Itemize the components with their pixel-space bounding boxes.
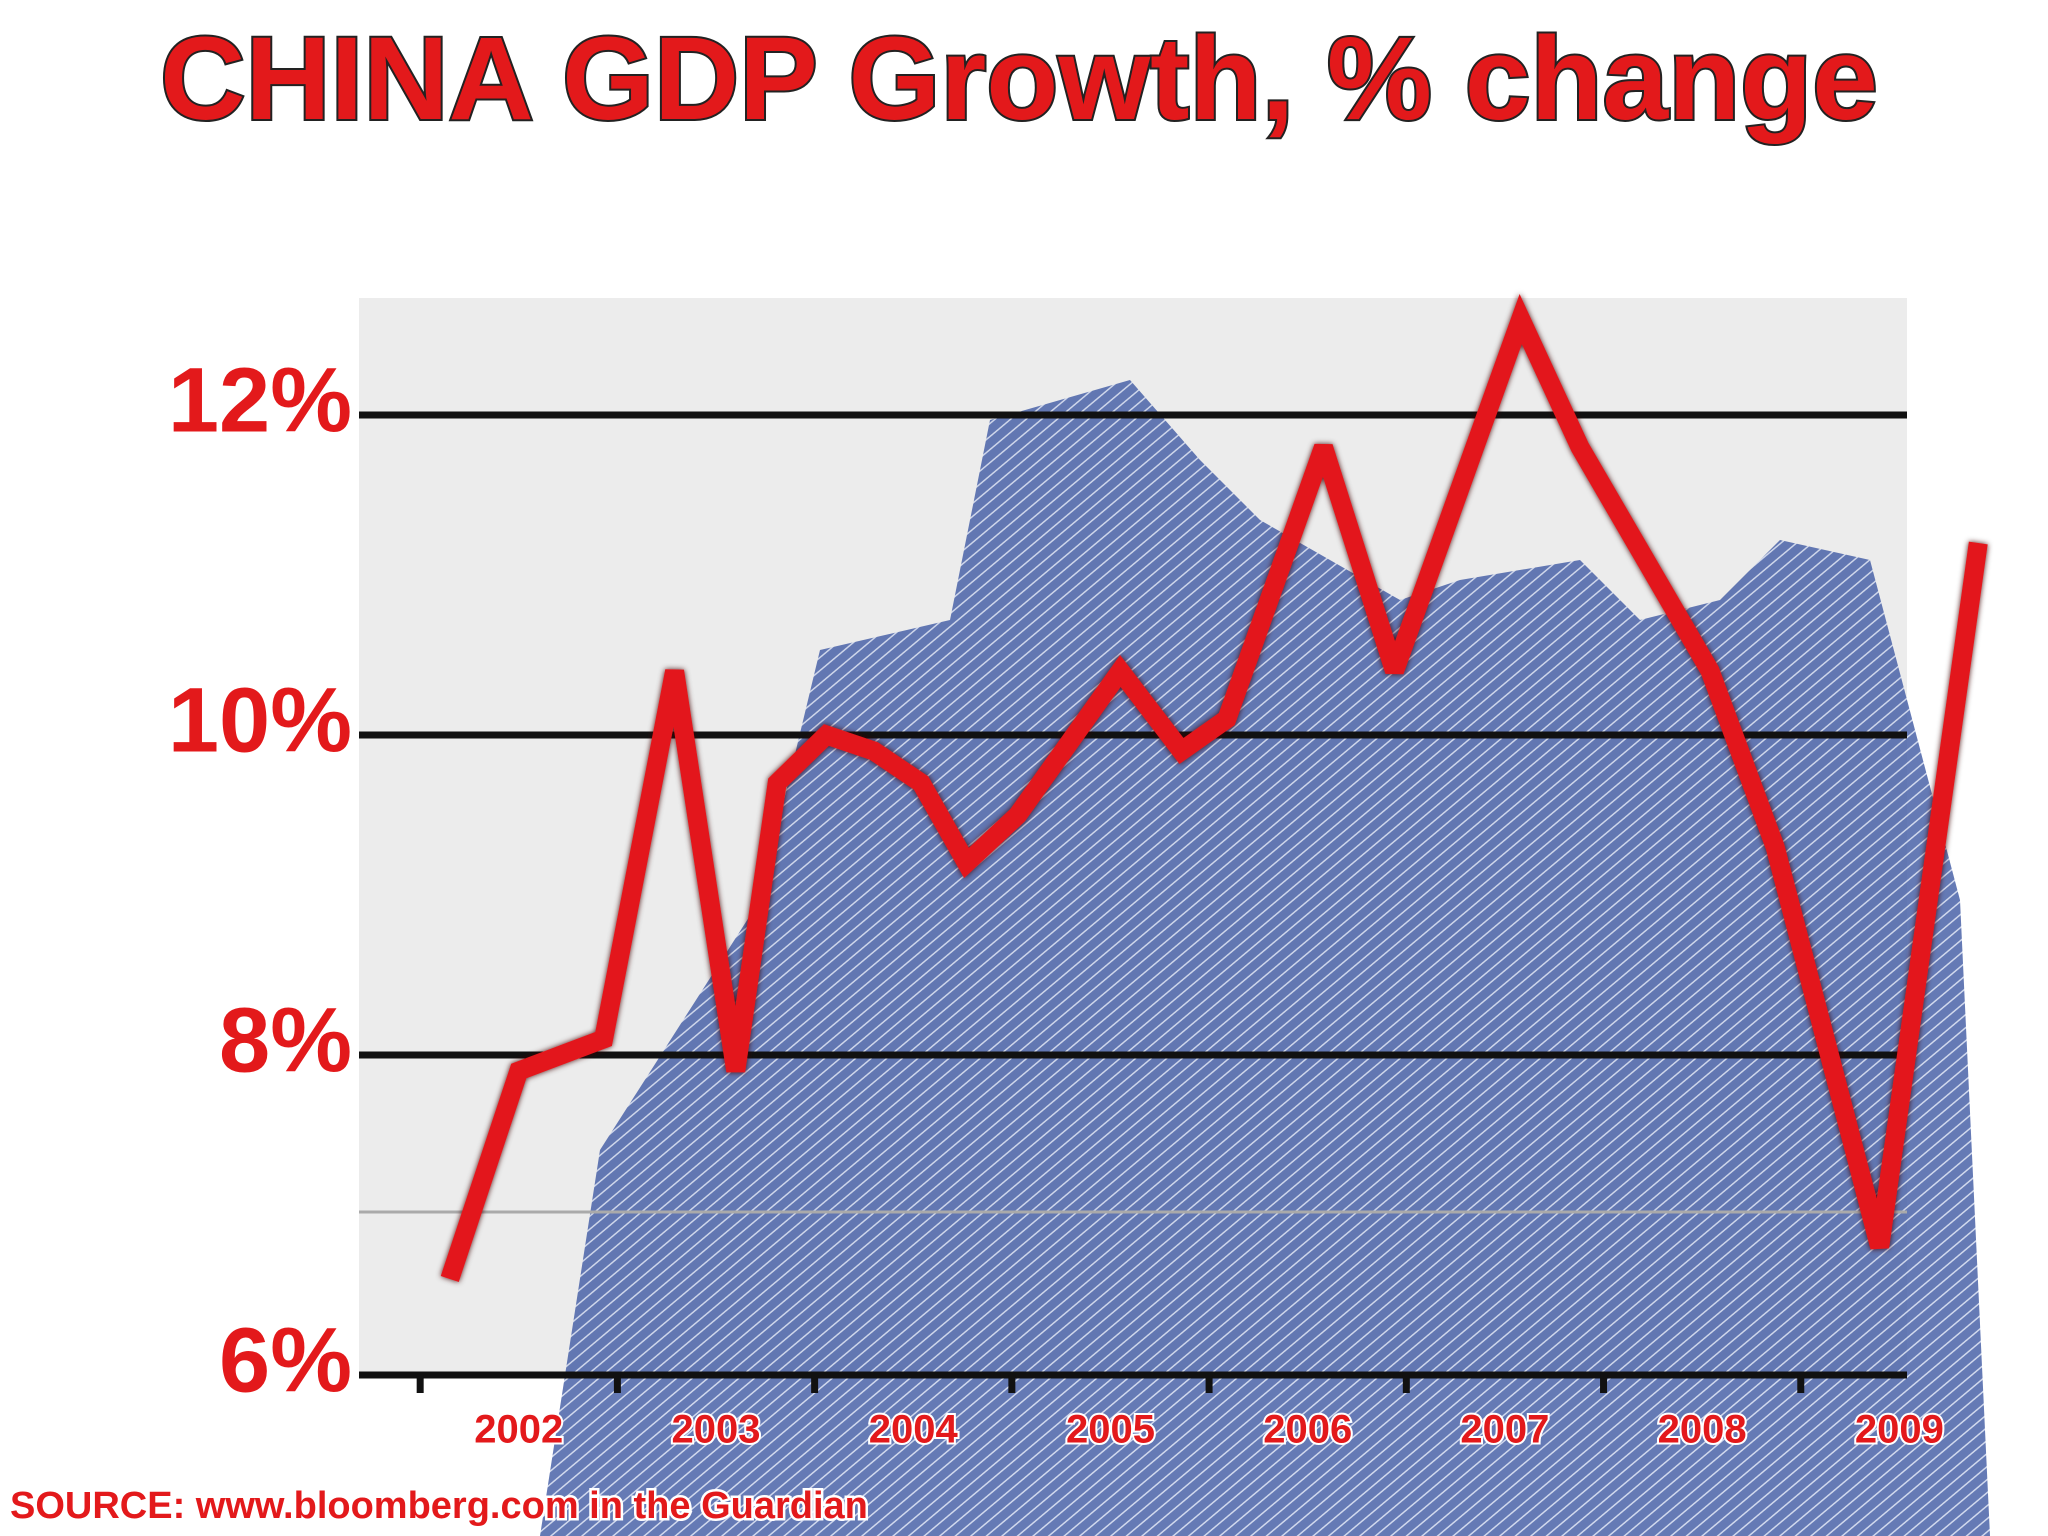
y-tick-label: 12% — [168, 349, 352, 451]
x-tick-label: 2006 — [1263, 1408, 1352, 1452]
x-tick-label: 2007 — [1460, 1408, 1549, 1452]
y-tick-label: 8% — [219, 989, 352, 1091]
chart-title: CHINA GDP Growth, % change — [160, 13, 1878, 145]
x-tick-label: 2004 — [869, 1408, 959, 1452]
x-tick-label: 2009 — [1855, 1408, 1944, 1452]
x-tick-label: 2008 — [1658, 1408, 1747, 1452]
y-tick-label: 6% — [219, 1309, 352, 1411]
x-tick-label: 2003 — [672, 1408, 761, 1452]
data-line — [440, 293, 1988, 1282]
x-tick-label: 2005 — [1066, 1408, 1155, 1452]
x-tick-label: 2002 — [474, 1408, 563, 1452]
source-note: SOURCE: www.bloomberg.com in the Guardia… — [10, 1485, 868, 1527]
background-illustration — [540, 380, 1990, 1536]
y-tick-label: 10% — [168, 669, 352, 771]
